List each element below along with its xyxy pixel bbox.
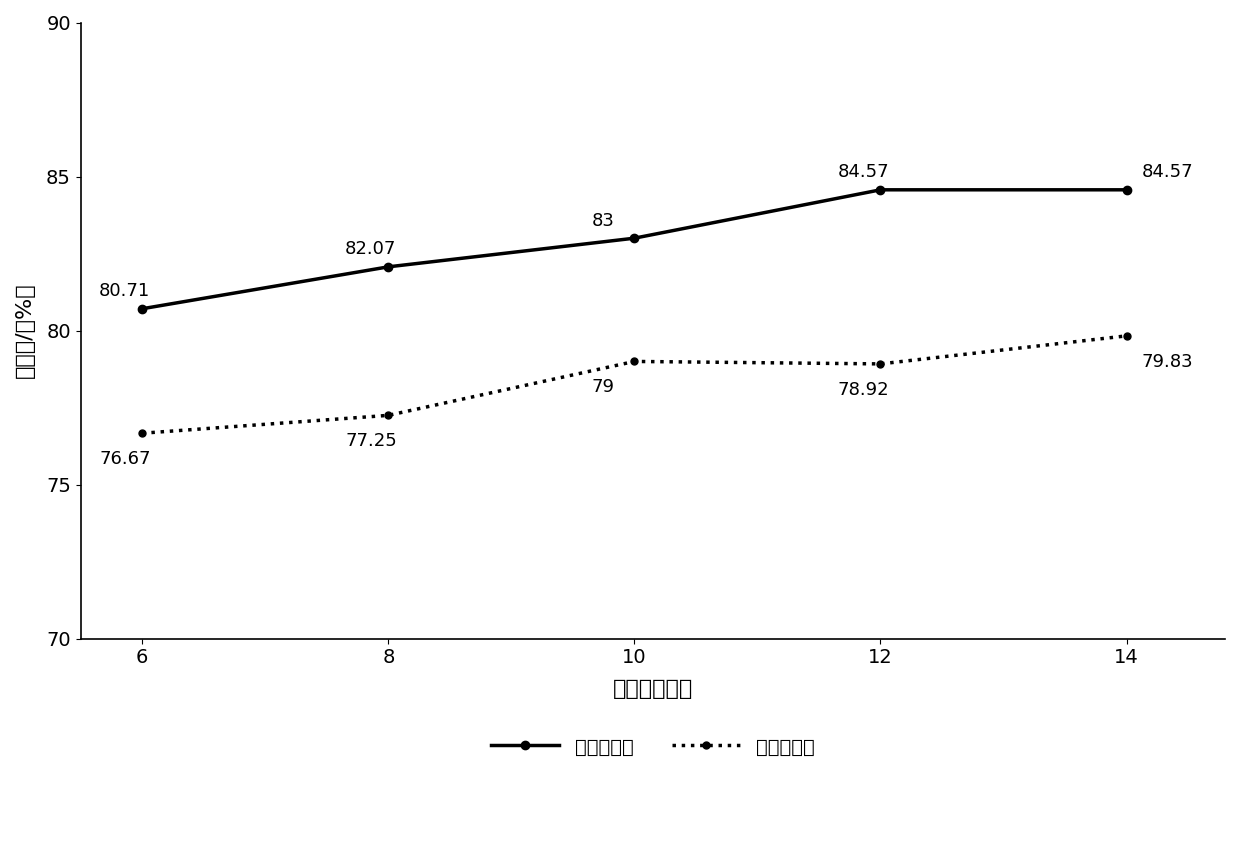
Text: 82.07: 82.07 — [345, 240, 397, 258]
Text: 83: 83 — [591, 212, 614, 230]
训练准确率 — [135, 304, 150, 314]
Text: 84.57: 84.57 — [837, 163, 889, 181]
X-axis label: 隐藏层单元数: 隐藏层单元数 — [613, 679, 693, 698]
训练准确率 — [627, 233, 642, 244]
训练准确率 — [1120, 184, 1135, 195]
测试准确率 — [135, 428, 150, 438]
测试准确率 — [1120, 330, 1135, 341]
Text: 79.83: 79.83 — [1141, 353, 1193, 371]
Y-axis label: 准确率/（%）: 准确率/（%） — [15, 283, 35, 378]
训练准确率 — [381, 262, 396, 272]
Legend: 训练准确率, 测试准确率: 训练准确率, 测试准确率 — [484, 729, 822, 764]
Text: 76.67: 76.67 — [99, 450, 151, 468]
测试准确率 — [627, 356, 642, 366]
Line: 训练准确率: 训练准确率 — [138, 185, 1131, 313]
Text: 79: 79 — [591, 378, 614, 396]
测试准确率 — [873, 359, 888, 369]
Text: 80.71: 80.71 — [99, 282, 150, 300]
Text: 84.57: 84.57 — [1141, 163, 1193, 181]
训练准确率 — [873, 184, 888, 195]
测试准确率 — [381, 410, 396, 420]
Line: 测试准确率: 测试准确率 — [139, 332, 1130, 437]
Text: 77.25: 77.25 — [345, 432, 397, 450]
Text: 78.92: 78.92 — [837, 381, 889, 399]
